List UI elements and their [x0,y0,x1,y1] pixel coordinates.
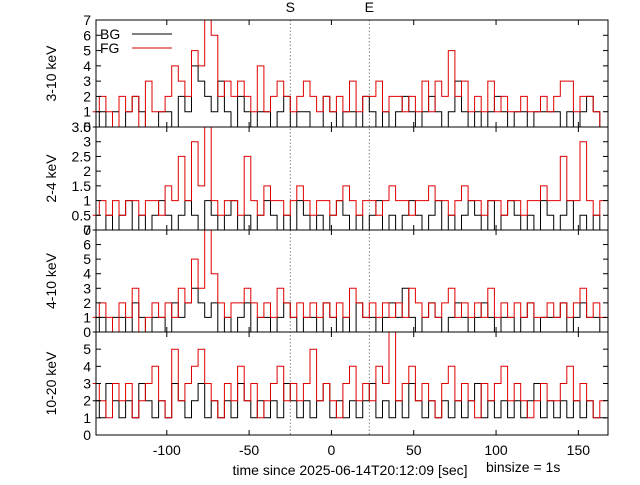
binsize-label: binsize = 1s [486,459,560,475]
y-tick-label-2-3: 3 [83,280,91,296]
y-tick-label-1-1: 0.5 [72,207,92,223]
y-axis-label-3: 10-20 keV [43,351,59,415]
series-fg-line-1 [92,126,607,216]
panel-0 [92,19,607,128]
series-bg-line-1 [92,200,607,231]
x-tick-label-2: 0 [328,442,336,458]
y-tick-label-1-2: 1 [83,193,91,209]
y-tick-label-2-6: 6 [83,237,91,253]
panel-frame-2 [95,229,609,333]
y-axis-label-1: 2-4 keV [43,154,59,203]
y-tick-label-3-3: 3 [83,376,91,392]
y-tick-label-3-2: 2 [83,393,91,409]
series-fg-line-0 [92,19,607,128]
y-tick-label-0-2: 2 [83,88,91,104]
y-tick-label-3-5: 5 [83,341,91,357]
y-tick-label-1-5: 2.5 [72,148,92,164]
y-tick-label-1-7: 3.5 [72,119,92,135]
y-tick-label-0-3: 3 [83,73,91,89]
y-tick-label-1-4: 2 [83,163,91,179]
y-tick-label-0-4: 4 [83,58,91,74]
x-tick-label-1: -50 [239,442,259,458]
y-tick-label-0-0: 0 [83,119,91,135]
x-tick-label-5: 150 [567,442,591,458]
panel-1 [92,126,607,231]
y-tick-label-2-0: 0 [83,324,91,340]
x-tick-label-0: -100 [153,442,181,458]
y-tick-label-3-1: 1 [83,410,91,426]
y-tick-label-1-0: 0 [83,222,91,238]
panel-frame-0 [95,19,609,128]
series-fg-line-2 [92,229,607,333]
marker-label-0: S [286,0,295,15]
y-tick-label-2-7: 7 [83,222,91,238]
y-tick-label-2-2: 2 [83,295,91,311]
legend-label-fg: FG [100,40,119,56]
legend-label-bg: BG [100,26,120,42]
y-tick-label-2-5: 5 [83,251,91,267]
x-axis-label: time since 2025-06-14T20:12:09 [sec] [232,462,467,478]
x-tick-label-3: 50 [406,442,422,458]
series-fg-line-3 [92,331,607,419]
y-tick-label-2-1: 1 [83,309,91,325]
y-tick-label-1-3: 1.5 [72,178,92,194]
series-bg-line-3 [92,383,607,419]
y-tick-label-2-4: 4 [83,266,91,282]
y-tick-label-0-6: 6 [83,27,91,43]
panels [92,19,607,419]
y-axis-label-0: 3-10 keV [43,45,59,102]
y-tick-label-3-4: 4 [83,358,91,374]
panel-2 [92,229,607,333]
y-tick-label-0-7: 7 [83,12,91,28]
panel-3 [92,331,607,419]
y-axis-label-2: 4-10 keV [43,252,59,309]
panel-frame-1 [95,126,609,231]
y-tick-label-0-5: 5 [83,43,91,59]
marker-label-1: E [365,0,374,15]
y-tick-label-0-1: 1 [83,104,91,120]
y-tick-label-3-0: 0 [83,427,91,443]
y-tick-label-1-6: 3 [83,134,91,150]
x-tick-label-4: 100 [484,442,508,458]
